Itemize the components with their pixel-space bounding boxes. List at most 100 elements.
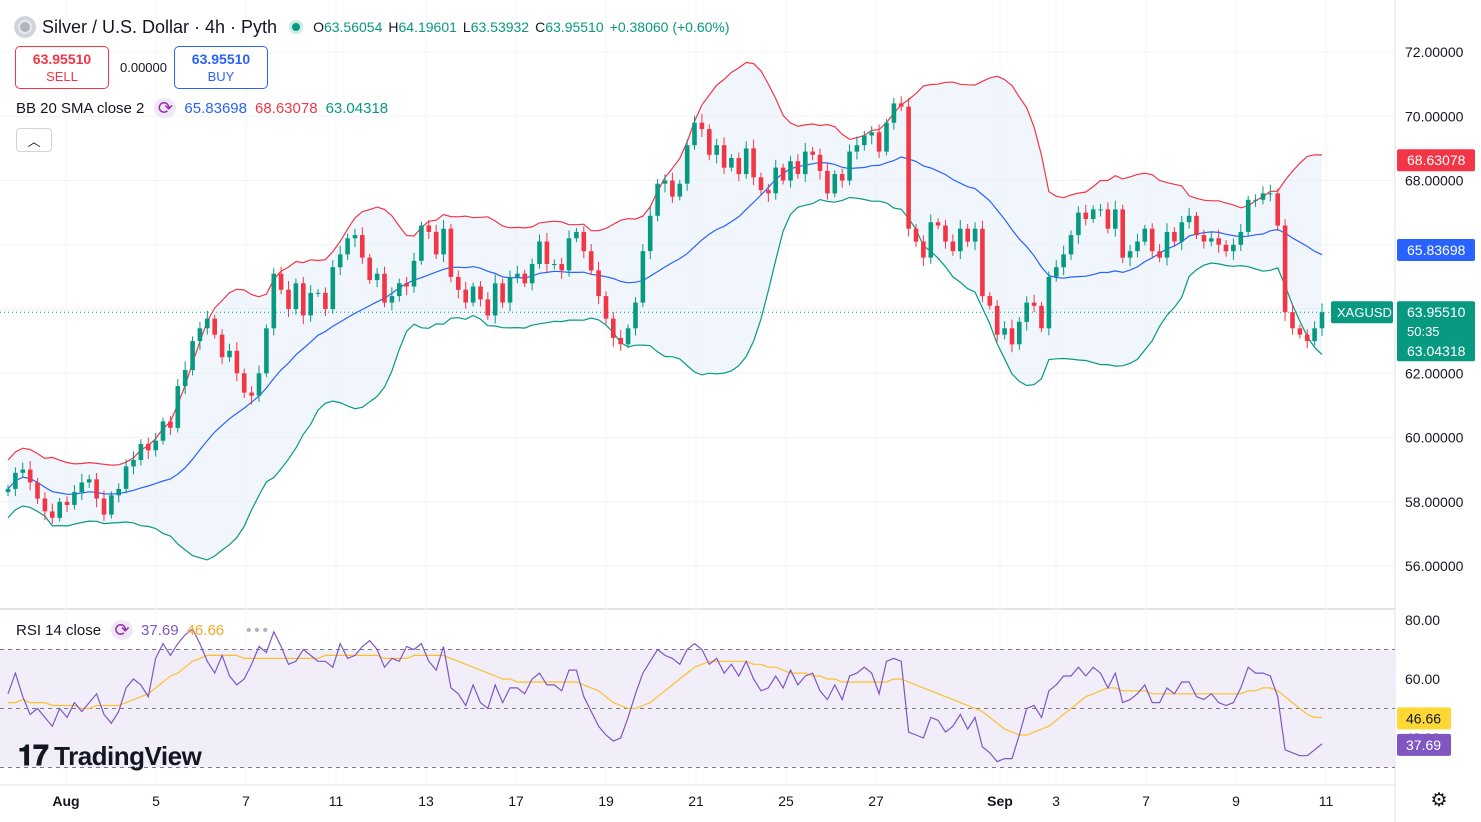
candle-body — [817, 154, 823, 171]
candle-body — [522, 273, 528, 284]
candle-body — [721, 145, 727, 168]
candle-body — [293, 283, 299, 309]
candle-body — [241, 373, 247, 393]
candle-body — [404, 283, 409, 287]
candle-body — [1304, 334, 1310, 342]
spread-value: 0.00000 — [120, 60, 167, 75]
rsi-tick-label: 80.00 — [1405, 612, 1440, 628]
candle-body — [1098, 209, 1103, 211]
rsi-tick-label: 60.00 — [1405, 671, 1440, 687]
market-status-icon[interactable] — [289, 20, 304, 34]
candle-body — [766, 190, 771, 194]
candle-body — [315, 292, 321, 294]
candle-body — [751, 148, 756, 178]
candle-body — [190, 341, 195, 370]
candle-body — [212, 318, 217, 335]
candle-body — [138, 443, 144, 460]
candle-body — [234, 350, 240, 374]
candle-body — [588, 251, 594, 271]
tradingview-logo[interactable]: 𝟏𝟕 TradingView — [18, 740, 202, 773]
candle-body — [492, 283, 498, 316]
candle-body — [743, 148, 749, 175]
chevron-up-icon: ︿ — [27, 133, 41, 149]
candle-body — [803, 151, 808, 175]
candle-body — [374, 273, 380, 281]
candle-body — [780, 167, 786, 181]
candle-body — [352, 235, 358, 239]
rsi-title[interactable]: RSI 14 close — [16, 621, 102, 639]
sell-label: SELL — [46, 69, 78, 84]
candle-body — [1120, 209, 1125, 258]
candle-body — [869, 132, 874, 136]
candle-body — [1312, 328, 1317, 342]
candle-body — [27, 469, 33, 483]
rsi-badge: 37.69 — [1406, 737, 1441, 753]
symbol-legend: Silver / U.S. Dollar · 4h · Pyth O63.560… — [14, 14, 736, 40]
candle-body — [448, 228, 454, 277]
candle-body — [633, 302, 638, 329]
candle-body — [515, 273, 520, 277]
candle-body — [146, 443, 151, 451]
time-tick-label: 17 — [508, 793, 524, 809]
logo-text: TradingView — [54, 741, 202, 771]
candle-body — [1216, 238, 1221, 245]
time-tick-label: 11 — [329, 793, 344, 809]
candle-body — [1142, 228, 1148, 242]
candle-body — [264, 328, 269, 374]
settings-gear-icon[interactable]: ⚙ — [1430, 790, 1448, 811]
price-tick-label: 60.00000 — [1405, 430, 1464, 446]
bb-band-fill — [8, 62, 1322, 560]
rsi-ma-line — [8, 654, 1322, 736]
low-value: 63.53932 — [470, 19, 530, 35]
candle-body — [175, 386, 181, 428]
candle-body — [640, 251, 646, 303]
sell-button[interactable]: 63.95510 SELL — [15, 46, 109, 89]
candle-body — [1105, 209, 1111, 229]
candle-body — [470, 286, 476, 303]
candle-body — [1068, 235, 1074, 255]
candle-body — [921, 241, 926, 258]
candle-body — [1319, 312, 1325, 329]
candle-body — [574, 231, 579, 239]
buy-button[interactable]: 63.95510 BUY — [174, 46, 268, 89]
bb-legend[interactable]: BB 20 SMA close 2 ⟳ 65.83698 68.63078 63… — [16, 98, 396, 118]
candle-body — [825, 170, 830, 194]
candle-body — [485, 299, 491, 316]
bb-title[interactable]: BB 20 SMA close 2 — [16, 99, 145, 117]
candle-body — [876, 132, 882, 152]
candle-body — [1268, 193, 1273, 195]
candle-body — [773, 167, 778, 194]
candle-body — [625, 328, 631, 345]
candle-body — [278, 273, 284, 290]
symbol-title[interactable]: Silver / U.S. Dollar · 4h · Pyth — [42, 16, 278, 37]
candle-body — [116, 488, 121, 496]
upper-band-badge-bg — [1397, 149, 1475, 172]
candle-body — [847, 151, 852, 181]
candle-body — [367, 257, 372, 281]
candle-body — [581, 231, 587, 252]
candle-body — [42, 498, 48, 512]
candle-body — [559, 264, 564, 271]
candle-body — [891, 103, 897, 123]
close-value: 63.95510 — [545, 19, 604, 35]
candle-body — [832, 174, 838, 194]
candle-body — [1113, 209, 1118, 229]
candle-body — [537, 241, 542, 264]
time-tick-label: 27 — [868, 793, 884, 809]
candle-body — [205, 318, 210, 329]
bb-settings-icon[interactable]: ⟳ — [154, 98, 177, 118]
candle-body — [1231, 244, 1236, 252]
price-tick-label: 68.00000 — [1405, 173, 1464, 189]
candle-body — [980, 228, 985, 297]
collapse-legend-button[interactable]: ︿ — [16, 128, 52, 152]
price-tick-label: 56.00000 — [1405, 558, 1464, 574]
candle-body — [411, 260, 417, 287]
bb-upper-value: 68.63078 — [254, 99, 318, 117]
more-dots-icon[interactable]: ••• — [246, 621, 271, 639]
symbol-tag: XAGUSD — [1337, 305, 1392, 320]
rsi-legend[interactable]: RSI 14 close ⟳ 37.69 46.66 ••• — [16, 620, 271, 640]
rsi-settings-icon[interactable]: ⟳ — [111, 620, 134, 640]
candle-body — [301, 283, 306, 316]
candle-body — [935, 222, 941, 226]
